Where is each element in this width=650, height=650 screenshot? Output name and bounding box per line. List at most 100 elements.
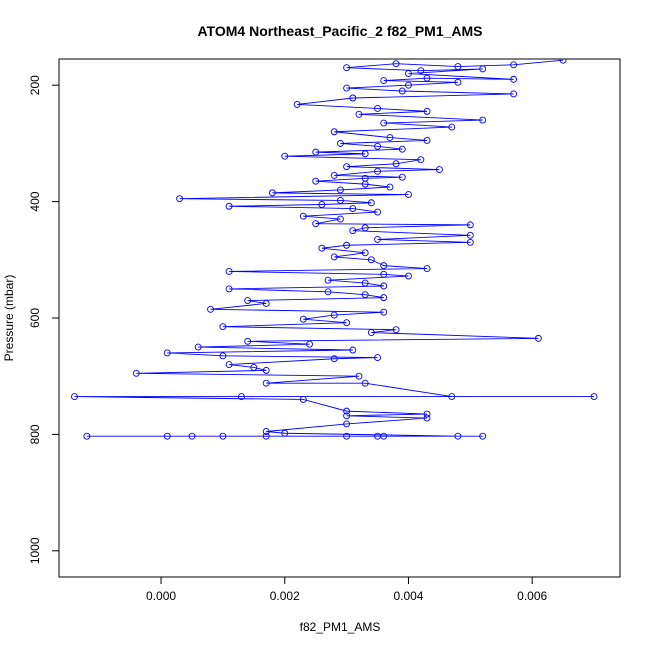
- data-point: [386, 134, 394, 142]
- data-point: [398, 87, 406, 95]
- data-point: [262, 432, 270, 440]
- data-point: [355, 372, 363, 380]
- data-point: [355, 110, 363, 118]
- data-point: [361, 279, 369, 287]
- data-point: [343, 407, 351, 415]
- data-point: [188, 432, 196, 440]
- data-point: [367, 329, 375, 336]
- data-point: [534, 334, 542, 342]
- data-point: [423, 414, 431, 422]
- data-point: [194, 343, 202, 351]
- data-point: [262, 379, 270, 387]
- data-point: [479, 432, 487, 440]
- data-point: [262, 300, 270, 307]
- data-point: [398, 173, 406, 181]
- data-point: [374, 142, 381, 150]
- data-point: [207, 305, 214, 313]
- data-point: [454, 78, 462, 86]
- y-tick-label: 200: [28, 75, 42, 95]
- data-point: [343, 163, 351, 171]
- data-point: [392, 160, 400, 168]
- data-point: [132, 369, 140, 377]
- data-point: [380, 308, 388, 316]
- data-point: [219, 432, 227, 440]
- data-point: [398, 145, 406, 153]
- data-point: [343, 64, 351, 72]
- data-point: [374, 105, 381, 112]
- data-point: [374, 354, 381, 362]
- data-point: [559, 59, 567, 64]
- data-point: [306, 340, 313, 348]
- data-point: [163, 432, 171, 440]
- data-point: [330, 171, 338, 179]
- series-points: [71, 59, 598, 440]
- data-point: [336, 215, 344, 223]
- data-point: [324, 288, 332, 296]
- data-point: [349, 227, 357, 235]
- data-point: [510, 90, 518, 98]
- data-point: [361, 150, 369, 158]
- y-tick-label: 800: [28, 424, 42, 444]
- data-point: [336, 196, 344, 204]
- data-point: [343, 241, 351, 249]
- data-point: [454, 63, 462, 71]
- data-point: [466, 231, 474, 239]
- data-point: [225, 202, 233, 210]
- data-point: [423, 107, 431, 115]
- data-point: [330, 355, 338, 363]
- data-point: [343, 412, 351, 420]
- data-point: [367, 199, 375, 207]
- data-point: [417, 67, 425, 75]
- data-point: [423, 265, 431, 272]
- y-tick-label: 600: [28, 308, 42, 328]
- data-point: [336, 186, 344, 194]
- series-line: [74, 59, 595, 437]
- data-point: [454, 432, 462, 440]
- data-point: [343, 432, 351, 440]
- data-point: [590, 393, 598, 401]
- plot-area: [71, 59, 598, 440]
- data-point: [293, 100, 301, 108]
- data-point: [405, 272, 412, 280]
- data-point: [349, 205, 357, 213]
- data-point: [312, 177, 320, 185]
- data-point: [318, 244, 326, 252]
- data-point: [510, 61, 518, 69]
- data-point: [312, 220, 320, 228]
- data-point: [380, 270, 388, 278]
- data-point: [225, 267, 233, 275]
- data-point: [299, 212, 307, 220]
- data-point: [380, 282, 388, 290]
- data-point: [349, 94, 357, 102]
- data-point: [374, 167, 381, 175]
- data-point: [163, 349, 171, 357]
- data-point: [219, 352, 227, 360]
- data-point: [367, 256, 375, 264]
- data-point: [219, 323, 227, 331]
- data-point: [281, 429, 289, 437]
- plot-frame: [58, 58, 621, 578]
- data-point: [380, 77, 388, 84]
- data-point: [435, 166, 443, 174]
- data-point: [281, 152, 289, 160]
- x-axis-label: f82_PM1_AMS: [300, 620, 381, 634]
- data-point: [423, 410, 431, 418]
- data-point: [386, 183, 394, 191]
- data-point: [299, 315, 307, 323]
- data-point: [479, 116, 487, 124]
- data-point: [244, 297, 252, 304]
- data-point: [448, 393, 456, 401]
- data-point: [343, 319, 351, 327]
- data-point: [361, 180, 369, 188]
- data-point: [244, 337, 252, 345]
- data-point: [448, 123, 456, 131]
- data-point: [262, 428, 270, 435]
- x-tick-label: 0.004: [393, 589, 423, 603]
- data-point: [405, 70, 412, 78]
- data-point: [324, 276, 332, 284]
- data-point: [318, 201, 326, 208]
- data-point: [312, 148, 320, 156]
- x-tick-label: 0.000: [146, 589, 176, 603]
- data-point: [262, 366, 270, 374]
- data-point: [405, 81, 412, 89]
